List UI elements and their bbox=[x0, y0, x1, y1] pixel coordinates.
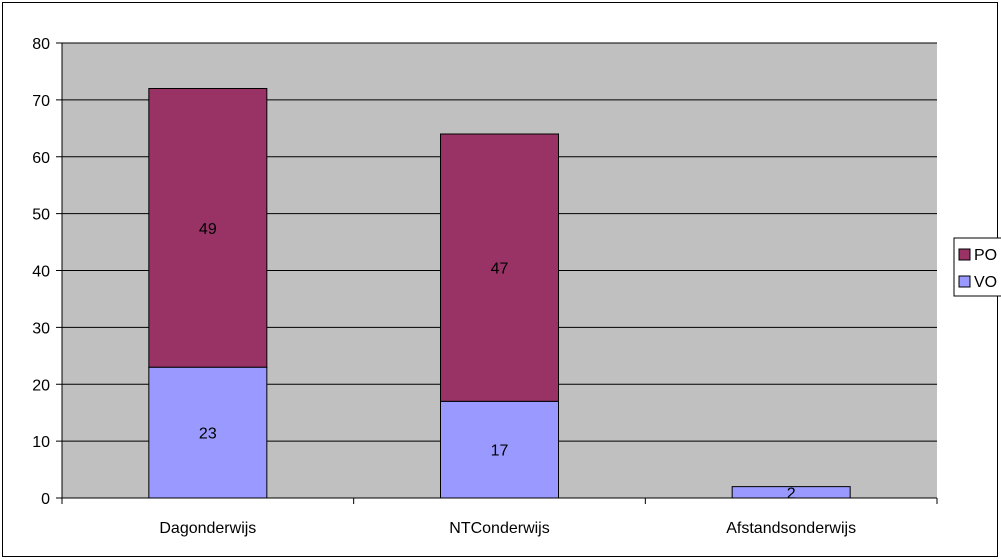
y-tick-label: 50 bbox=[32, 207, 50, 224]
y-tick-label: 70 bbox=[32, 93, 50, 110]
data-label: 2 bbox=[787, 485, 796, 502]
y-tick-label: 40 bbox=[32, 264, 50, 281]
x-tick-label: NTConderwijs bbox=[449, 520, 549, 537]
data-label: 23 bbox=[199, 426, 217, 443]
bar-vo-dagonderwijs bbox=[148, 366, 268, 499]
x-tick-label: Dagonderwijs bbox=[159, 520, 256, 537]
y-tick-label: 10 bbox=[32, 434, 50, 451]
y-tick-label: 80 bbox=[32, 36, 50, 53]
bar-po-ntconderwijs bbox=[440, 133, 559, 402]
y-tick-label: 0 bbox=[41, 491, 50, 508]
bar-po-dagonderwijs bbox=[148, 88, 268, 368]
x-tick-label: Afstandsonderwijs bbox=[726, 520, 856, 537]
data-label: 47 bbox=[491, 261, 509, 278]
legend-label-vo: VO bbox=[974, 274, 997, 291]
y-tick-label: 20 bbox=[32, 377, 50, 394]
data-label: 17 bbox=[491, 443, 509, 460]
data-label: 49 bbox=[199, 221, 217, 238]
legend-swatch-vo bbox=[958, 275, 971, 288]
bar-vo-ntconderwijs bbox=[440, 400, 559, 499]
bar-vo-afstandsonderwijs bbox=[731, 486, 851, 499]
legend-swatch-po bbox=[958, 248, 971, 261]
y-tick-label: 60 bbox=[32, 150, 50, 167]
legend-label-po: PO bbox=[974, 247, 997, 264]
y-tick-label: 30 bbox=[32, 320, 50, 337]
